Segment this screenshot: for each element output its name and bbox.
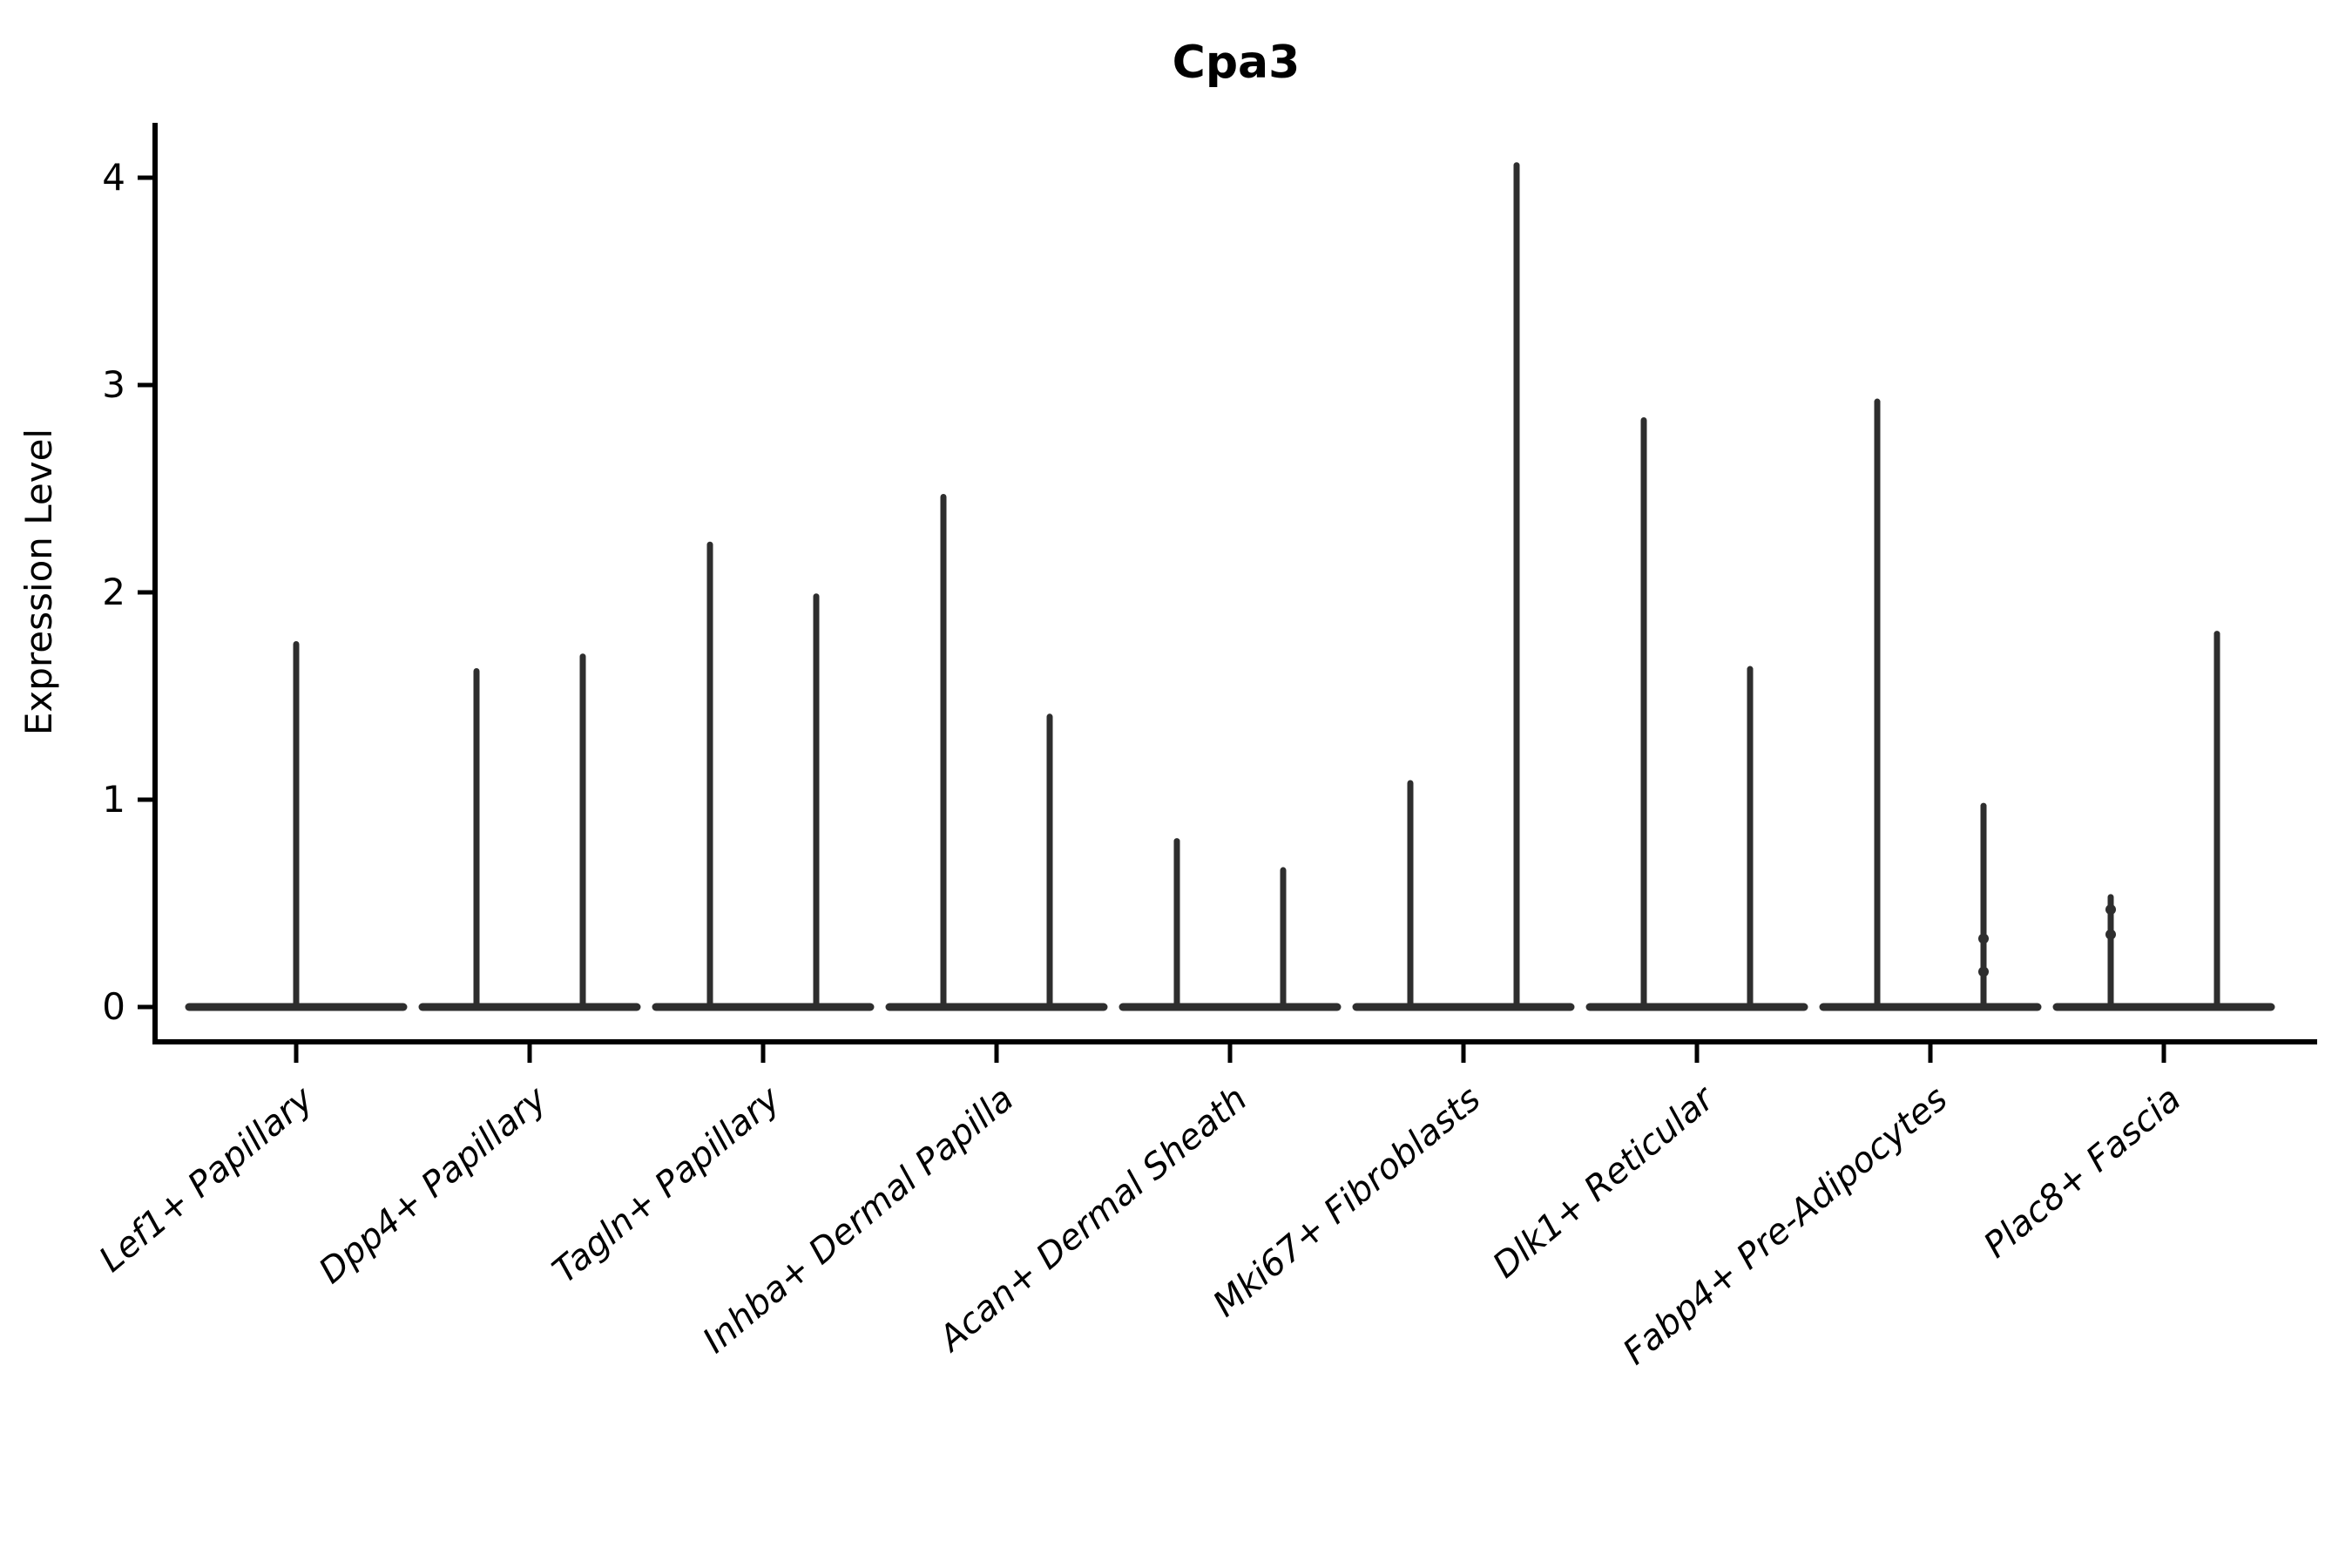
x-tick-label: Tagln+ Papillary [545, 1078, 788, 1292]
y-tick-label: 3 [102, 363, 125, 406]
violin-density-dot [2105, 929, 2116, 940]
x-tick-label: Mki67+ Fibroblasts [1206, 1078, 1488, 1325]
y-tick-label: 0 [102, 985, 125, 1028]
y-tick-label: 1 [102, 778, 125, 821]
violin-density-dot [1978, 933, 1989, 944]
y-tick-label: 2 [102, 571, 125, 613]
violin-density-dot [2105, 904, 2116, 916]
x-tick-label: Dlk1+ Reticular [1485, 1078, 1723, 1287]
x-tick-label: Plac8+ Fascia [1977, 1078, 2189, 1266]
x-tick-label: Lef1+ Papillary [91, 1078, 321, 1281]
y-tick-label: 4 [102, 156, 125, 199]
violin-density-dot [1978, 966, 1989, 977]
chart-title: Cpa3 [1172, 37, 1301, 89]
x-tick-label: Dpp4+ Papillary [312, 1078, 556, 1292]
